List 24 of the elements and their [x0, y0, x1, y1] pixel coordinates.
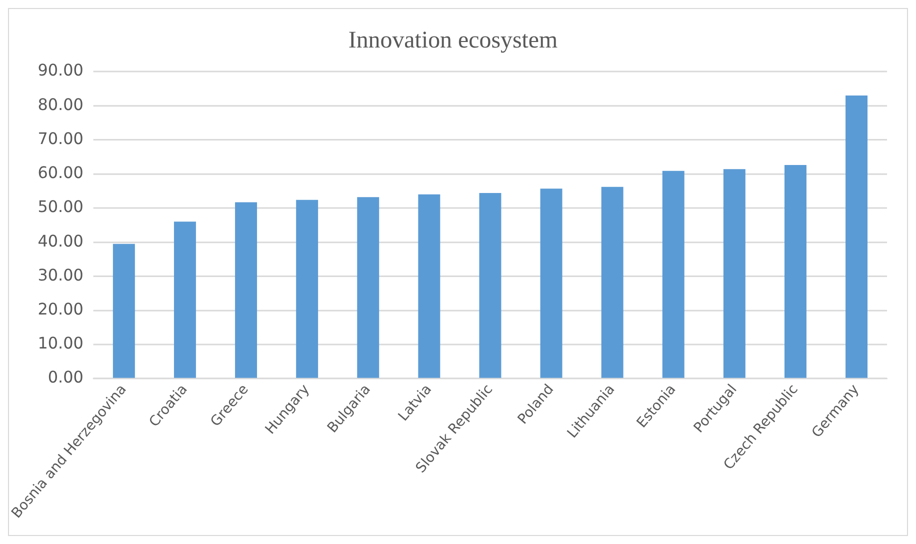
y-tick-label: 80.00 [38, 94, 84, 114]
y-tick-label: 20.00 [38, 300, 84, 318]
y-tick-label: 40.00 [38, 231, 84, 250]
bar [662, 170, 684, 378]
bar [357, 197, 380, 378]
y-tick-label: 50.00 [38, 197, 84, 216]
bar [846, 95, 868, 378]
bar [174, 222, 196, 378]
y-tick-label: 60.00 [38, 163, 84, 182]
bar [540, 188, 562, 378]
bar [601, 186, 624, 378]
bar [784, 165, 806, 378]
bar [296, 200, 318, 378]
bar [723, 169, 746, 378]
bar [112, 244, 135, 378]
y-tick-label: 10.00 [38, 334, 84, 353]
bar [418, 194, 440, 378]
chart-title: Innovation ecosystem [348, 28, 558, 54]
bar [235, 202, 258, 378]
y-tick-label: 90.00 [38, 60, 84, 80]
y-tick-label: 30.00 [38, 265, 84, 284]
y-tick-label: 70.00 [38, 128, 84, 148]
bar [479, 193, 502, 378]
y-tick-label: 0.00 [48, 368, 84, 387]
